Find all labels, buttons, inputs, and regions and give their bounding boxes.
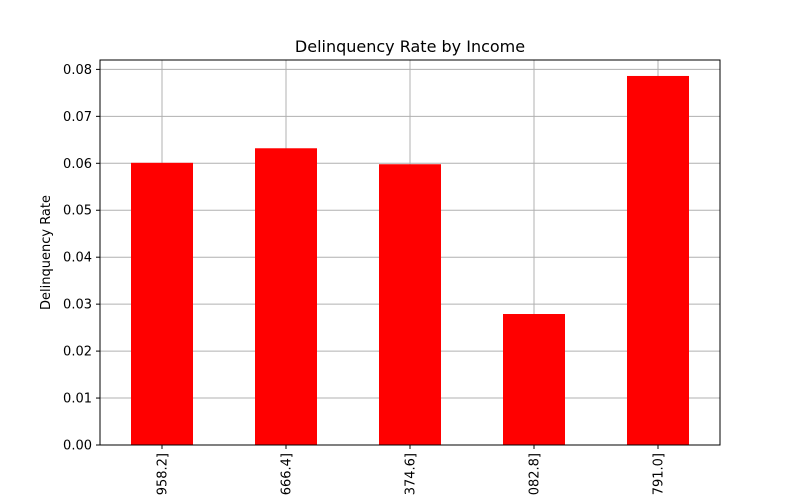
bar xyxy=(131,162,193,445)
y-tick-label: 0.01 xyxy=(63,392,92,407)
bar xyxy=(627,75,689,446)
y-tick-label: 0.08 xyxy=(63,63,92,78)
x-axis: 958.2] 666.4] 374.6] 082.8] 791.0] xyxy=(156,445,667,495)
y-tick-label: 0.02 xyxy=(63,345,92,360)
y-tick-label: 0.05 xyxy=(63,204,92,219)
y-axis-label: Delinquency Rate xyxy=(39,195,54,310)
chart-title: Delinquency Rate by Income xyxy=(295,37,525,56)
x-tick-label: 374.6] xyxy=(404,453,419,495)
x-tick-label: 958.2] xyxy=(156,453,171,495)
bar xyxy=(503,314,565,445)
y-axis: 0.00 0.01 0.02 0.03 0.04 0.05 0.06 0.07 0.08 xyxy=(63,63,100,454)
bar xyxy=(255,148,317,445)
y-tick-label: 0.04 xyxy=(63,251,92,266)
y-tick-label: 0.00 xyxy=(63,439,92,454)
y-tick-label: 0.03 xyxy=(63,298,92,313)
bars xyxy=(131,75,689,446)
x-tick-label: 082.8] xyxy=(528,453,543,495)
x-tick-label: 791.0] xyxy=(652,453,667,495)
y-tick-label: 0.07 xyxy=(63,110,92,125)
y-tick-label: 0.06 xyxy=(63,157,92,172)
bar xyxy=(379,164,441,446)
x-tick-label: 666.4] xyxy=(280,453,295,495)
